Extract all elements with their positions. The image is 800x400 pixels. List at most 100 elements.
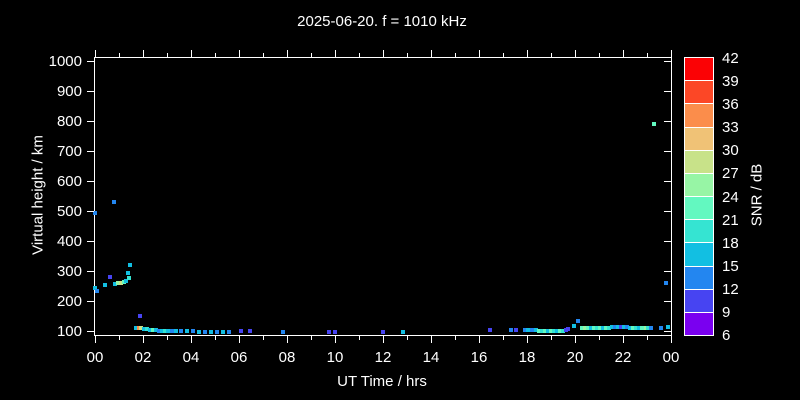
data-point: [128, 262, 133, 267]
data-point: [139, 326, 144, 331]
data-point: [157, 328, 162, 333]
x-minor-tick-top: [407, 53, 408, 57]
x-tick-label: 10: [326, 349, 344, 366]
x-minor-tick-top: [503, 53, 504, 57]
chart-title: 2025-06-20. f = 1010 kHz: [297, 13, 467, 30]
data-point: [545, 328, 550, 333]
y-tick-label: 900: [56, 83, 82, 100]
data-point: [658, 326, 663, 331]
y-tick-label: 300: [56, 263, 82, 280]
colorbar-tick-label: 42: [722, 50, 739, 67]
x-tick-label: 02: [134, 349, 152, 366]
y-tick-left: [87, 331, 94, 332]
x-minor-tick-top: [455, 53, 456, 57]
data-point: [523, 328, 528, 333]
data-point: [663, 280, 668, 285]
colorbar-tick-label: 12: [722, 280, 739, 298]
data-point: [595, 326, 600, 331]
data-point: [327, 329, 331, 334]
x-tick-label: 14: [422, 349, 440, 366]
data-point: [238, 329, 243, 334]
y-tick-left: [87, 241, 94, 242]
data-point: [226, 329, 231, 334]
x-axis-title: UT Time / hrs: [337, 373, 427, 390]
colorbar-segment: [685, 81, 713, 105]
x-tick-label: 20: [566, 349, 584, 366]
colorbar-tick-label: 15: [722, 257, 739, 275]
y-tick-label: 100: [56, 323, 82, 340]
data-point: [151, 327, 156, 332]
colorbar-tick-label: 6: [722, 327, 731, 344]
x-tick-label: 22: [614, 349, 632, 366]
data-point: [613, 325, 618, 330]
data-point: [543, 328, 547, 333]
colorbar-segment: [685, 173, 713, 198]
y-tick-right: [664, 331, 671, 332]
data-point: [597, 326, 602, 331]
x-minor-tick-top: [311, 53, 312, 57]
colorbar-segment: [685, 58, 713, 82]
data-point: [557, 328, 562, 333]
x-major-tick: [191, 336, 192, 343]
data-point: [530, 328, 535, 333]
y-tick-label: 500: [56, 203, 82, 220]
y-tick-right: [664, 121, 671, 122]
data-point: [400, 330, 405, 335]
x-major-tick: [143, 336, 144, 343]
colorbar-segment: [685, 266, 713, 290]
data-point: [170, 329, 175, 334]
plot-data-layer: [93, 58, 671, 335]
data-point: [108, 274, 113, 279]
snr-colorbar: [684, 57, 714, 336]
x-major-tick-top: [239, 50, 240, 57]
x-major-tick-top: [191, 50, 192, 57]
x-major-tick: [431, 336, 432, 343]
colorbar-tick-label: 9: [722, 303, 731, 321]
x-tick-label: 16: [470, 349, 488, 366]
data-point: [585, 326, 590, 331]
data-point: [603, 326, 608, 331]
data-point: [112, 281, 117, 286]
colorbar-tick-label: 21: [722, 211, 739, 229]
x-minor-tick: [647, 336, 648, 340]
colorbar-segment: [685, 289, 713, 313]
colorbar-segment: [685, 104, 713, 128]
data-point: [508, 328, 513, 333]
x-minor-tick-top: [215, 53, 216, 57]
data-point: [163, 328, 168, 333]
x-major-tick-top: [671, 50, 672, 57]
plot-area: [93, 57, 672, 336]
data-point: [631, 326, 636, 331]
y-tick-right: [664, 181, 671, 182]
data-point: [601, 326, 606, 331]
x-minor-tick-top: [359, 53, 360, 57]
x-major-tick-top: [623, 50, 624, 57]
y-tick-right: [664, 211, 671, 212]
data-point: [549, 328, 553, 333]
x-minor-tick: [503, 336, 504, 340]
data-point: [173, 329, 178, 334]
data-point: [94, 289, 99, 294]
x-major-tick: [479, 336, 480, 343]
data-point: [555, 328, 559, 333]
data-point: [196, 329, 201, 334]
data-point: [147, 327, 152, 332]
data-point: [214, 329, 219, 334]
y-tick-left: [87, 91, 94, 92]
x-tick-label: 00: [86, 349, 104, 366]
data-point: [208, 329, 213, 334]
colorbar-segment: [685, 220, 713, 244]
y-tick-right: [664, 271, 671, 272]
x-tick-label: 18: [518, 349, 536, 366]
data-point: [488, 328, 493, 333]
data-point: [621, 325, 626, 330]
y-tick-right: [664, 301, 671, 302]
data-point: [551, 328, 556, 333]
data-point: [607, 326, 612, 331]
x-minor-tick: [311, 336, 312, 340]
y-tick-label: 200: [56, 293, 82, 310]
colorbar-tick-label: 33: [722, 119, 739, 137]
x-minor-tick: [167, 336, 168, 340]
data-point: [248, 329, 253, 334]
